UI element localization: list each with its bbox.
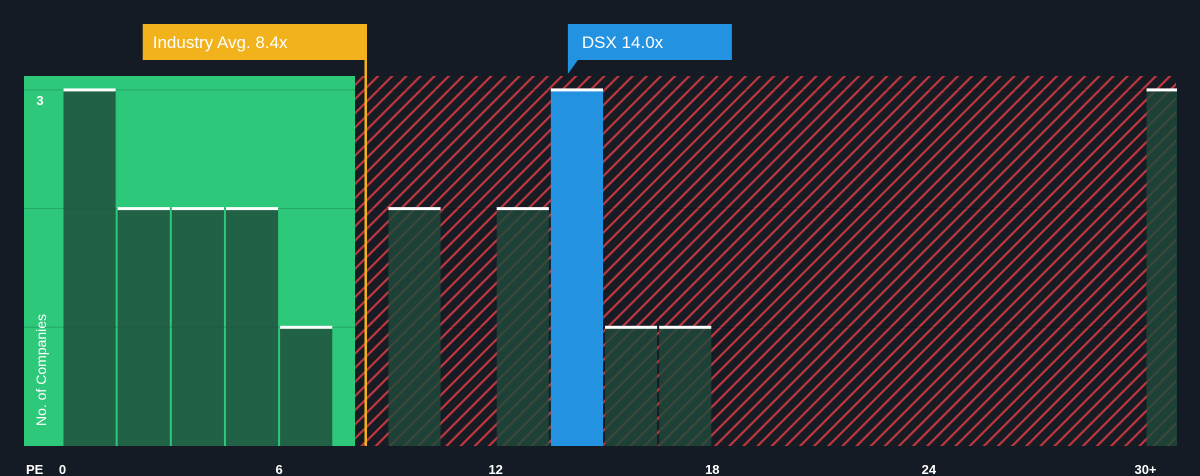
x-tick-label: 6 [275, 462, 282, 476]
histogram-bar [280, 325, 333, 446]
bar-fill [117, 208, 170, 446]
histogram-bar [496, 207, 549, 446]
bar-fill [605, 327, 658, 446]
x-axis-label: PE [26, 462, 44, 476]
bar-fill [280, 327, 333, 446]
bar-cap [117, 207, 170, 211]
bar-cap [550, 88, 603, 92]
histogram-bar [605, 325, 658, 446]
bar-fill [550, 89, 603, 447]
y-axis-label: No. of Companies [33, 314, 49, 426]
histogram-bar [63, 88, 116, 447]
histogram-bar [171, 207, 224, 446]
company-callout-pointer [567, 60, 578, 74]
x-tick-label: 24 [922, 462, 937, 476]
bar-cap [1146, 88, 1177, 92]
bar-cap [171, 207, 224, 211]
bar-fill [659, 327, 712, 446]
company-label: DSX 14.0x [582, 33, 664, 52]
industry-avg-callout: Industry Avg. 8.4x [142, 24, 366, 60]
bar-cap [280, 325, 333, 329]
bar-cap [63, 88, 116, 92]
company-callout: DSX 14.0x [567, 24, 732, 74]
bar-fill [1146, 89, 1177, 447]
bar-fill [496, 208, 549, 446]
bar-fill [171, 208, 224, 446]
industry-avg-label: Industry Avg. 8.4x [153, 33, 288, 52]
bar-cap [659, 325, 712, 329]
bar-cap [388, 207, 441, 211]
company-callout-box [567, 24, 732, 60]
histogram-bar [659, 325, 712, 446]
x-tick-label: 12 [488, 462, 502, 476]
x-tick-label: 18 [705, 462, 719, 476]
industry-avg-box [142, 24, 366, 60]
bar-fill [225, 208, 279, 446]
bar-fill [63, 89, 116, 447]
y-tick-label: 3 [36, 93, 43, 108]
bar-fill [388, 208, 441, 446]
histogram-bar [388, 207, 441, 446]
bar-cap [605, 325, 658, 329]
x-tick-label: 0 [59, 462, 66, 476]
histogram-bar [225, 207, 279, 446]
histogram-bar [117, 207, 170, 446]
x-tick-label: 30+ [1134, 462, 1156, 476]
above-industry-zone [355, 76, 1176, 446]
company-bar [550, 88, 603, 447]
bar-cap [225, 207, 279, 211]
histogram-bar [1146, 88, 1177, 447]
bar-cap [496, 207, 549, 211]
